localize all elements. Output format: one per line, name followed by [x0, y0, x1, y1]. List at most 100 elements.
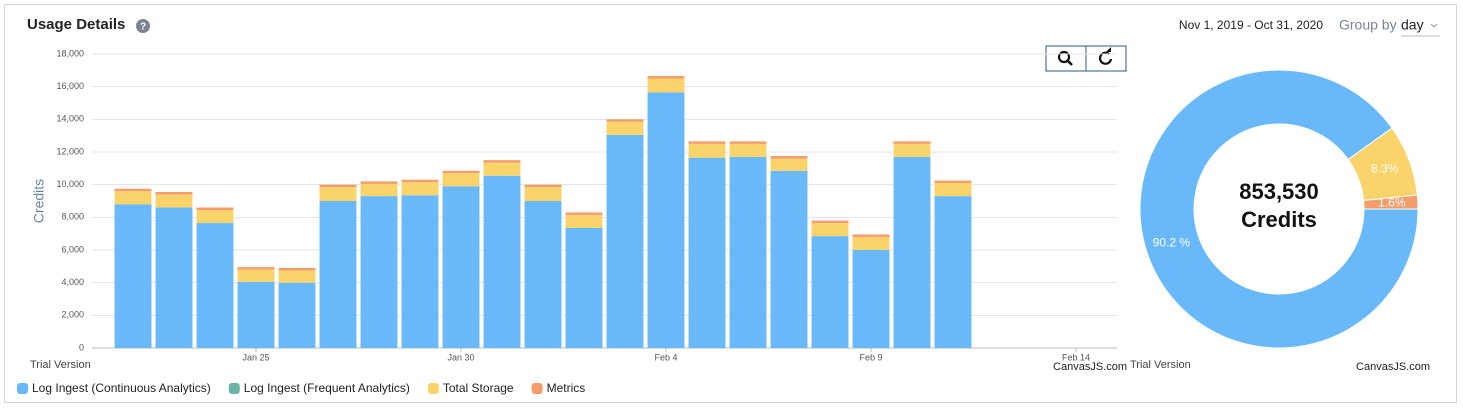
help-icon[interactable] [136, 19, 150, 33]
legend-label: Log Ingest (Frequent Analytics) [244, 381, 410, 395]
bar-segment [729, 156, 767, 348]
reset-icon [1099, 51, 1113, 65]
bar-segment [565, 227, 603, 348]
help-mark: ? [140, 22, 146, 33]
bar-segment [114, 188, 152, 192]
bar-segment [688, 141, 726, 144]
y-tick-label: 0 [79, 342, 84, 352]
legend-label: Metrics [547, 381, 586, 395]
y-tick-label: 10,000 [56, 179, 84, 189]
bar-segment [401, 179, 439, 183]
bar-segment [770, 156, 808, 159]
legend-swatch [531, 383, 543, 394]
zoom-icon [1067, 60, 1073, 66]
bar-segment [688, 157, 726, 348]
slice-label: 90.2 % [1153, 236, 1191, 250]
donut-center-caption: Credits [1241, 207, 1317, 232]
bar-segment [155, 192, 193, 195]
x-tick-label: Jan 25 [242, 352, 269, 362]
bar-segment [893, 156, 931, 348]
legend-label: Total Storage [443, 381, 514, 395]
bar-segment [319, 184, 357, 188]
y-tick-label: 4,000 [61, 277, 84, 287]
bar-segment [237, 281, 275, 348]
bar-segment [606, 119, 644, 122]
bar-segment [934, 196, 972, 348]
legend-item[interactable]: Log Ingest (Continuous Analytics) [17, 381, 211, 395]
bar-segment [647, 76, 685, 79]
reset-icon [1106, 47, 1111, 52]
button-box[interactable] [1085, 45, 1127, 72]
title: Usage Details [27, 16, 125, 33]
legend-item[interactable]: Log Ingest (Frequent Analytics) [228, 381, 410, 395]
legend-label: Log Ingest (Continuous Analytics) [32, 381, 211, 395]
legend-swatch [427, 383, 439, 394]
bar-segment [811, 223, 849, 237]
bar-segment [606, 121, 644, 135]
bar-segment [237, 267, 275, 270]
bar-segment [401, 195, 439, 348]
bar-segment [606, 134, 644, 348]
bar-segment [196, 223, 234, 348]
x-tick-label: Jan 30 [447, 352, 474, 362]
bar-segment [360, 196, 398, 348]
zoom-button[interactable] [1045, 45, 1087, 72]
bar-segment [155, 207, 193, 348]
dropdown-caret[interactable] [1430, 23, 1438, 28]
button-box[interactable] [1045, 45, 1087, 72]
date-range[interactable]: Nov 1, 2019 - Oct 31, 2020 [1179, 18, 1323, 32]
y-tick-label: 8,000 [61, 212, 84, 222]
bar-segment [155, 194, 193, 208]
bar-segment [852, 234, 890, 237]
group-by-label: Group by [1339, 17, 1397, 33]
bar-segment [729, 143, 767, 157]
x-tick-label: Feb 9 [859, 352, 882, 362]
bar-segment [524, 187, 562, 201]
legend-item[interactable]: Total Storage [427, 381, 514, 395]
bar-segment [811, 220, 849, 224]
bar-segment [196, 209, 234, 224]
group-by-value[interactable]: day [1401, 17, 1424, 33]
watermark: Trial Version [30, 359, 91, 371]
bar-segment [401, 182, 439, 196]
bar-segment [196, 207, 234, 210]
bar-segment [565, 212, 603, 215]
bar-segment [647, 92, 685, 348]
reset-button[interactable] [1085, 45, 1127, 72]
bar-segment [319, 201, 357, 348]
bar-segment [647, 78, 685, 93]
slice-label: 1.6% [1378, 195, 1406, 209]
bar-segment [442, 170, 480, 174]
bar-segment [893, 141, 931, 144]
bar-segment [524, 184, 562, 188]
bar-segment [483, 175, 521, 348]
donut-slice [1363, 194, 1419, 210]
bar-segment [114, 191, 152, 205]
y-tick-label: 16,000 [56, 81, 84, 91]
bar-segment [442, 186, 480, 348]
watermark: CanvasJS.com [1053, 361, 1127, 373]
bar-segment [770, 158, 808, 171]
bar-segment [278, 267, 316, 271]
bar-segment [811, 236, 849, 348]
zoom-icon [1057, 50, 1071, 64]
bar-segment [729, 141, 767, 144]
donut-slice [1139, 69, 1419, 349]
y-tick-label: 12,000 [56, 146, 84, 156]
y-tick-label: 14,000 [56, 114, 84, 124]
y-tick-label: 2,000 [61, 310, 84, 320]
donut-center-value: 853,530 [1239, 179, 1319, 204]
bar-segment [319, 187, 357, 201]
bar-segment [237, 269, 275, 282]
bar-segment [114, 204, 152, 348]
legend-item[interactable]: Metrics [531, 381, 586, 395]
panel [4, 4, 1457, 403]
bar-segment [852, 250, 890, 348]
slice-label: 8.3% [1371, 161, 1399, 175]
bar-segment [852, 236, 890, 250]
bar-segment [483, 160, 521, 163]
bar-segment [483, 162, 521, 176]
bar-segment [278, 282, 316, 348]
